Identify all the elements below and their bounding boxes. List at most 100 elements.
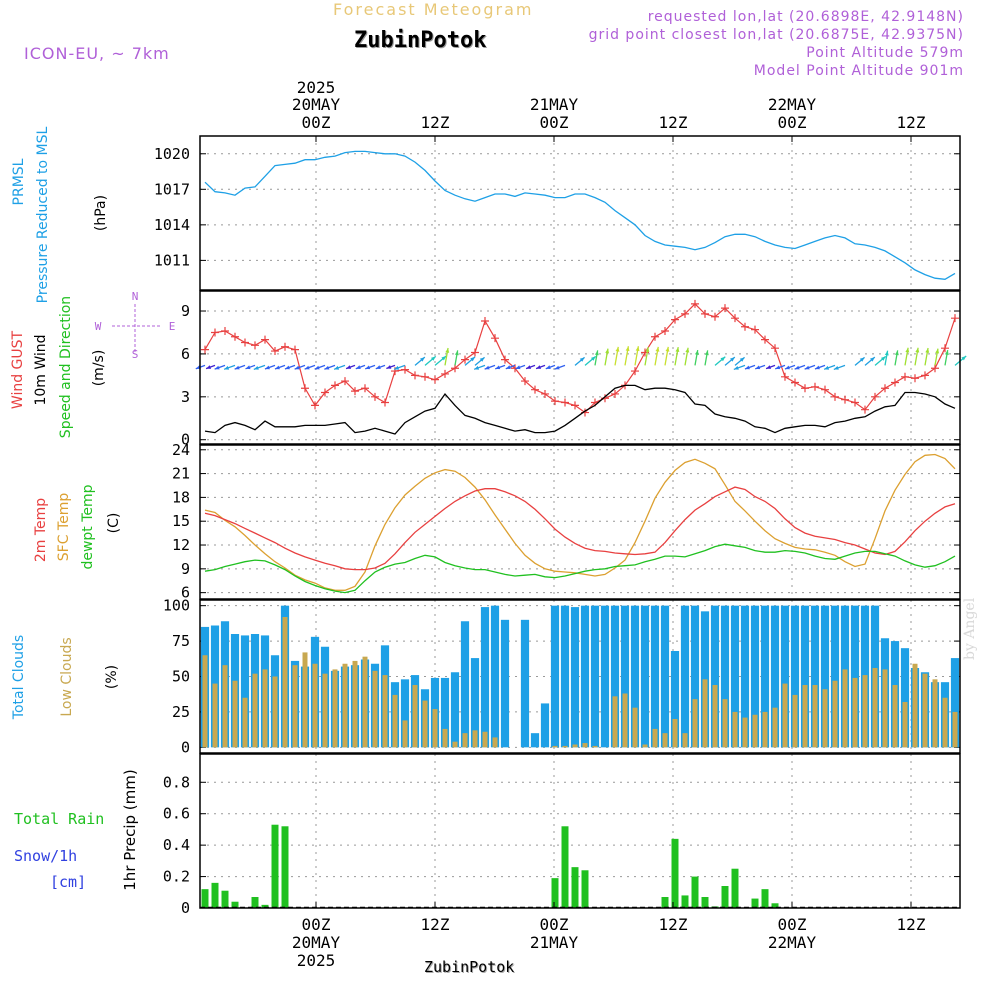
rain-bar: [201, 889, 209, 908]
low-cloud-bar: [702, 679, 708, 748]
temp-unit: (C): [106, 513, 122, 534]
gust-marker: [431, 375, 439, 384]
wind-direction-arrowhead: [484, 365, 490, 370]
rain-bar: [691, 876, 699, 908]
total-cloud-bar: [560, 605, 570, 748]
rain-bar: [671, 838, 679, 908]
low-cloud-bar: [242, 697, 248, 748]
bottom-axis-time: 12Z: [897, 915, 926, 934]
wind-direction-arrowhead: [605, 348, 610, 354]
wind-direction-arrowhead: [536, 365, 542, 369]
low-cloud-bar: [802, 685, 808, 748]
low-cloud-bar: [892, 685, 898, 748]
gust-marker: [331, 381, 339, 390]
gust-marker: [631, 367, 639, 376]
low-cloud-bar: [372, 670, 378, 748]
gust-marker: [451, 364, 459, 373]
gust-marker: [461, 355, 469, 364]
gust-marker: [741, 322, 749, 331]
low-cloud-bar: [252, 673, 258, 748]
low-cloud-bar: [422, 700, 428, 748]
low-cloud-bar: [412, 685, 418, 748]
compass-west: W: [95, 320, 102, 333]
gust-marker: [311, 401, 319, 410]
low-cloud-bar: [592, 745, 598, 748]
bottom-axis-date: 22MAY: [768, 933, 817, 952]
rain-bar: [281, 826, 289, 908]
low-cloud-bar: [202, 655, 208, 748]
gust-marker: [481, 317, 489, 326]
wind-direction-arrowhead: [804, 365, 810, 370]
low-cloud-bar: [352, 660, 358, 748]
wind-direction-arrowhead: [625, 346, 630, 352]
bottom-axis-time: 00Z: [778, 915, 807, 934]
top-axis-date: 21MAY: [530, 95, 579, 114]
gust-marker: [761, 335, 769, 344]
gust-marker: [421, 372, 429, 381]
gust-line: [204, 303, 956, 414]
snow-unit: [cm]: [50, 873, 86, 891]
bottom-axis-date: 21MAY: [530, 933, 579, 952]
low-cloud-bar: [482, 731, 488, 748]
gust-marker: [901, 372, 909, 381]
low-cloud-bar: [402, 720, 408, 748]
model-name: ICON-EU, ~ 7km: [24, 44, 170, 63]
low-cloud-bar: [282, 617, 288, 748]
y-tick-label: 6: [181, 584, 190, 602]
low-cloud-bar: [622, 693, 628, 748]
top-axis-time: 12Z: [897, 113, 926, 132]
gust-marker: [301, 384, 309, 393]
low-cloud-bar: [792, 694, 798, 748]
wind-direction-arrowhead: [594, 350, 599, 356]
y-tick-label: 6: [181, 345, 190, 363]
total-cloud-bar: [830, 605, 840, 748]
wind-direction-arrowhead: [515, 365, 521, 370]
gust-marker: [271, 347, 279, 356]
wind-direction-arrowhead: [766, 365, 772, 369]
wind-direction-arrowhead: [775, 365, 781, 370]
total-cloud-bar: [810, 605, 820, 748]
total-cloud-bar: [820, 605, 830, 748]
gust-marker: [531, 385, 539, 394]
wind-direction-arrowhead: [430, 356, 436, 361]
gust-axis-title: Wind GUST: [10, 330, 26, 409]
wind-direction-arrowhead: [615, 346, 620, 352]
wind-direction-arrowhead: [935, 348, 940, 354]
gust-marker: [721, 304, 729, 313]
gust-marker: [841, 395, 849, 404]
total-cloud-bar: [580, 605, 590, 748]
rain-bar: [551, 878, 559, 908]
wind-direction-arrowhead: [334, 365, 340, 370]
top-axis-time: 00Z: [540, 113, 569, 132]
wind-direction-arrowhead: [730, 357, 735, 362]
sfc-temp-line: [204, 453, 956, 591]
y-tick-label: 24: [172, 441, 190, 459]
dewpoint-axis-title: dewpt Temp: [80, 484, 96, 569]
gust-marker: [411, 371, 419, 380]
gust-marker: [361, 384, 369, 393]
gust-marker: [681, 309, 689, 318]
gust-marker: [211, 328, 219, 337]
low-cloud-bar: [782, 683, 788, 748]
gust-marker: [711, 312, 719, 321]
gust-marker: [561, 398, 569, 407]
panel-frame: [199, 599, 961, 754]
wind-direction-arrowhead: [505, 365, 511, 369]
low-clouds-axis-title: Low Clouds: [59, 637, 75, 716]
gust-marker: [551, 397, 559, 406]
wind-direction-arrowhead: [234, 365, 240, 370]
panel-frame: [199, 753, 961, 909]
total-cloud-bar: [610, 605, 620, 748]
gust-marker: [571, 401, 579, 410]
y-tick-label: 0.2: [163, 868, 190, 886]
gust-marker: [911, 374, 919, 383]
low-cloud-bar: [302, 652, 308, 748]
top-axis-time: 00Z: [778, 113, 807, 132]
wind-direction-arrowhead: [346, 365, 352, 369]
wind-direction-arrowhead: [214, 365, 220, 370]
total-cloud-bar: [480, 607, 490, 748]
low-cloud-bar: [872, 668, 878, 748]
y-tick-label: 0: [181, 431, 190, 449]
low-cloud-bar: [462, 733, 468, 748]
